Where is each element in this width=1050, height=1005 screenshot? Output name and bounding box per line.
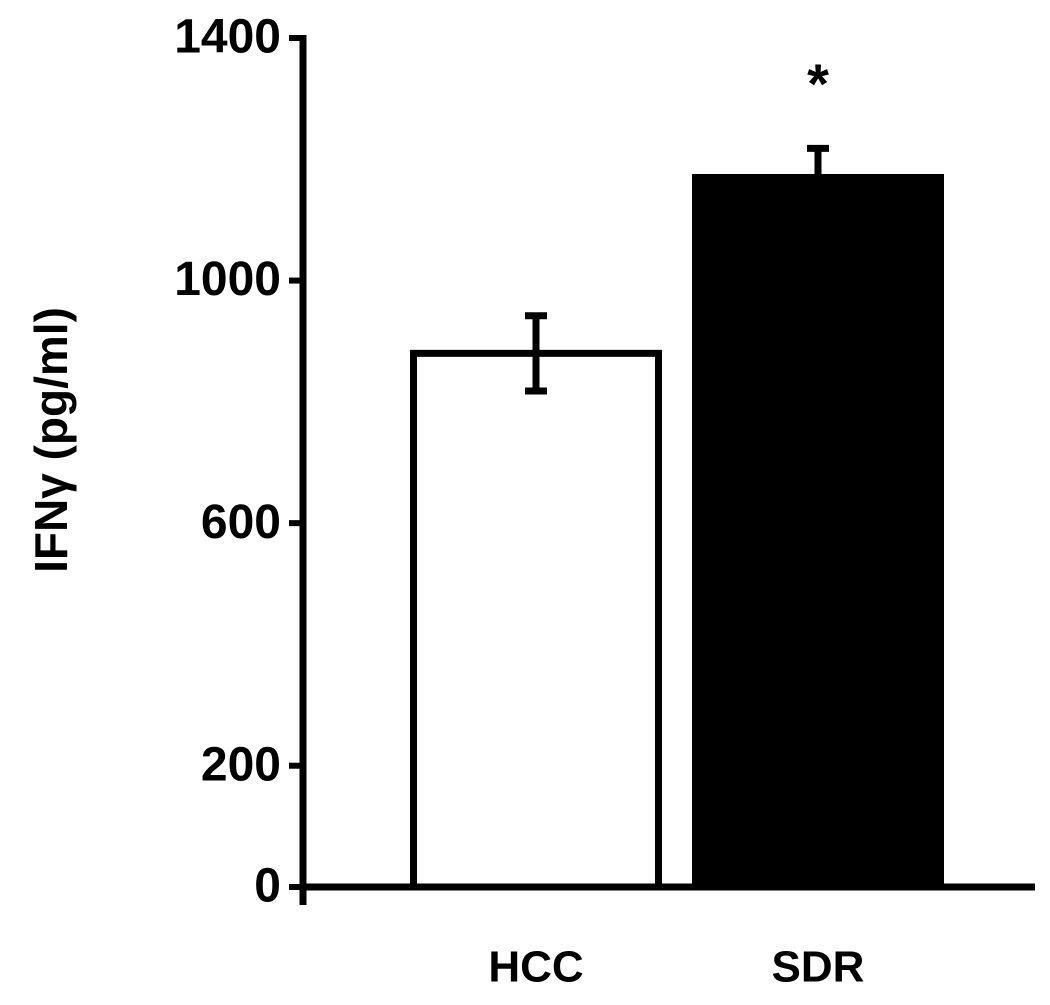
y-tick-label: 1400 xyxy=(174,11,281,64)
y-tick-label: 600 xyxy=(201,496,281,549)
x-tick-label: HCC xyxy=(488,943,583,992)
bar xyxy=(692,173,944,891)
y-tick-label: 1000 xyxy=(174,253,281,306)
y-tick-label: 0 xyxy=(254,860,281,913)
bar xyxy=(410,349,662,891)
error-bar xyxy=(525,312,547,395)
error-bar xyxy=(807,144,829,211)
annotation: * xyxy=(807,52,829,115)
y-tick-label: 200 xyxy=(201,738,281,791)
y-axis-label: IFNγ (pg/ml) xyxy=(25,307,77,573)
x-tick-label: SDR xyxy=(772,943,865,992)
